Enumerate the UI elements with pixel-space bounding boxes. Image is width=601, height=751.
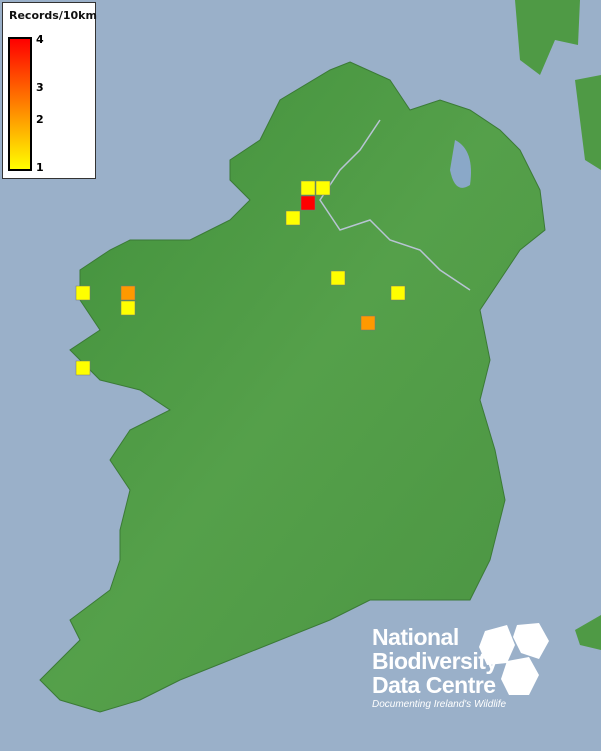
record-square[interactable] [300, 180, 316, 196]
scotland-landmass [515, 0, 580, 75]
legend: Records/10km 4 3 2 1 [2, 2, 97, 179]
logo-line: Data Centre [372, 672, 496, 698]
scotland-landmass [575, 75, 601, 170]
legend-title: Records/10km [9, 9, 97, 22]
logo-line: National [372, 624, 459, 650]
record-square[interactable] [300, 195, 316, 211]
border-line [319, 119, 471, 291]
legend-tick: 4 [36, 33, 44, 46]
logo-tagline: Documenting Ireland's Wildlife [372, 699, 507, 710]
record-square[interactable] [390, 285, 406, 301]
legend-tick: 3 [36, 81, 44, 94]
record-square[interactable] [75, 360, 91, 376]
record-square[interactable] [120, 300, 136, 316]
legend-tick: 1 [36, 161, 44, 174]
logo-hexagons-icon [479, 623, 549, 695]
record-square[interactable] [75, 285, 91, 301]
record-square[interactable] [315, 180, 331, 196]
color-ramp [8, 37, 32, 171]
legend-tick: 2 [36, 113, 44, 126]
record-square[interactable] [360, 315, 376, 331]
scotland-landmass [575, 615, 601, 650]
record-square[interactable] [330, 270, 346, 286]
ireland-landmass [39, 61, 546, 713]
nbdc-logo: National Biodiversity Data Centre Docume… [372, 623, 549, 710]
logo-line: Biodiversity [372, 648, 498, 674]
lough-neagh [450, 140, 471, 188]
record-square[interactable] [120, 285, 136, 301]
record-square[interactable] [285, 210, 301, 226]
